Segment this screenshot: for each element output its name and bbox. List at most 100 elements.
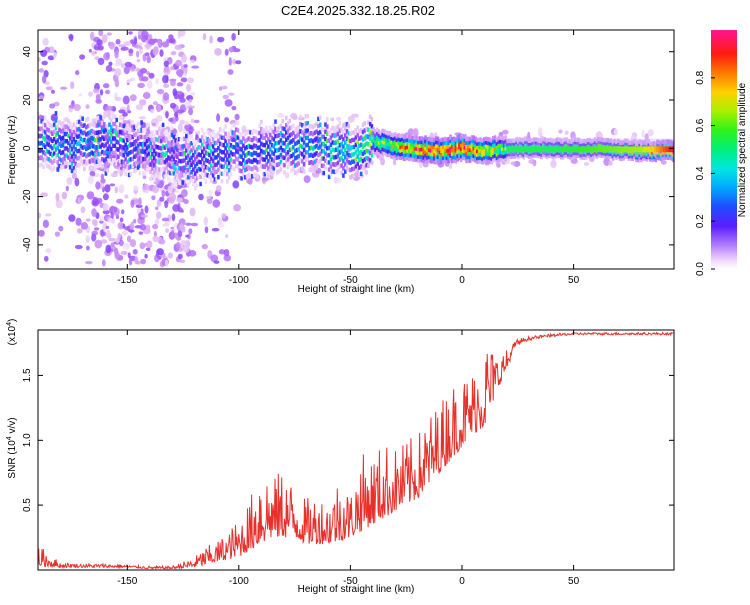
spectrogram-cell <box>201 127 204 133</box>
spectrogram-cell <box>374 147 377 152</box>
spectrogram-cell <box>306 121 309 126</box>
spectrogram-cell <box>506 144 509 149</box>
spectrogram-cell <box>600 142 604 148</box>
spectrogram-cell <box>395 145 399 150</box>
spectrogram-cell <box>265 140 268 145</box>
spectrogram-cell <box>633 139 636 144</box>
spectrogram-cell <box>638 139 641 144</box>
spectrogram-cell <box>236 142 240 148</box>
spectrogram-cell <box>392 136 395 142</box>
spectrogram-cell <box>534 140 538 145</box>
spectrogram-cell <box>463 152 467 157</box>
spectrogram-cell <box>354 142 358 147</box>
spectrogram-cell <box>247 150 251 156</box>
spectrogram-cell <box>168 156 172 161</box>
spectrogram-cell <box>76 149 79 154</box>
spectrogram-cell <box>415 150 418 155</box>
spectrogram-cell <box>390 147 393 152</box>
spectrogram-cell <box>547 143 550 148</box>
spectrogram-cell <box>179 151 183 157</box>
spectrogram-cell <box>486 144 490 149</box>
spectrogram-cell <box>411 143 415 148</box>
spectrogram-cell <box>340 127 343 132</box>
spectrogram-cell <box>483 148 486 153</box>
spectrogram-noise-cell <box>129 77 135 82</box>
spectrogram-cell <box>374 132 377 138</box>
spectrogram-cell <box>415 146 418 151</box>
spectrogram-cell <box>324 122 327 127</box>
spectrogram-noise-cell <box>98 30 104 37</box>
spectrogram-cell <box>76 127 79 132</box>
spectrogram-cell <box>440 141 443 146</box>
spectrogram-cell <box>256 152 259 158</box>
spectrogram-cell <box>593 139 597 145</box>
spectrogram-noise-cell <box>152 185 160 194</box>
spectrogram-cell <box>197 174 201 179</box>
spectrogram-cell <box>333 162 336 167</box>
spectrogram-cell <box>170 161 174 167</box>
spectrogram-cell <box>92 144 95 149</box>
spectrogram-cell <box>274 148 277 153</box>
spectrogram-cell <box>199 160 202 165</box>
spectrogram-cell <box>642 154 645 159</box>
spectrogram-cell <box>627 151 631 156</box>
spectrogram-cell <box>374 143 377 149</box>
spectrogram-cell <box>600 150 604 156</box>
spectrogram-cell <box>617 141 620 146</box>
spectrogram-cell <box>79 143 83 149</box>
spectrogram-cell <box>524 139 527 144</box>
spectrogram-cell <box>645 141 649 146</box>
spectrogram-cell <box>488 141 492 146</box>
spectrogram-cell <box>638 155 641 160</box>
spectrogram-cell <box>188 150 192 155</box>
spectrogram-cell <box>513 154 517 159</box>
spectrogram-noise-cell <box>106 32 112 36</box>
spectrogram-cell <box>140 127 143 132</box>
spectrogram-cell <box>177 137 181 142</box>
spectrogram-cell <box>95 152 99 157</box>
spectrogram-cell <box>154 129 158 135</box>
spectrogram-noise-cell <box>85 104 90 109</box>
spectrogram-cell <box>565 153 568 158</box>
spectrogram-cell <box>245 145 249 150</box>
spectrogram-cell <box>474 143 477 149</box>
spectrogram-cell <box>604 140 608 146</box>
spectrogram-cell <box>186 182 190 187</box>
spectrogram-cell <box>302 133 306 138</box>
spectrogram-cell <box>152 170 156 175</box>
spectrogram-cell <box>220 142 224 148</box>
spectrogram-cell <box>593 142 597 147</box>
spectrogram-noise-cell <box>235 60 242 65</box>
spectrogram-cell <box>238 146 242 152</box>
spectrogram-cell <box>611 156 615 161</box>
spectrogram-cell <box>67 162 70 167</box>
spectrogram-cell <box>481 149 484 154</box>
spectrogram-cell <box>372 130 375 136</box>
spectrogram-noise-cell <box>142 175 147 180</box>
spectrogram-cell <box>577 140 581 145</box>
spectrogram-cell <box>634 152 638 157</box>
spectrogram-cell <box>433 141 436 147</box>
spectrogram-cell <box>451 148 454 153</box>
spectrogram-cell <box>408 149 411 154</box>
spectrogram-cell <box>404 149 408 154</box>
spectrogram-noise-cell <box>223 254 232 262</box>
spectrogram-cell <box>224 153 227 158</box>
spectrogram-cell <box>320 149 324 154</box>
spectrogram-cell <box>235 120 238 125</box>
spectrogram-noise-cell <box>181 189 188 198</box>
spectrogram-cell <box>602 140 606 145</box>
spectrogram-cell <box>484 151 488 156</box>
spectrogram-cell <box>670 143 674 148</box>
spectrogram-cell <box>142 127 145 133</box>
spectrogram-core-cell <box>575 146 579 153</box>
spectrogram-cell <box>558 153 561 158</box>
spectrogram-cell <box>333 155 336 160</box>
spectrogram-cell <box>495 155 499 161</box>
spectrogram-cell <box>40 140 43 146</box>
spectrogram-cell <box>322 149 325 154</box>
spectrogram-cell <box>68 157 72 163</box>
spectrogram-cell <box>404 152 408 157</box>
spectrogram-cell <box>251 152 254 157</box>
spectrogram-noise-cell <box>136 68 141 72</box>
